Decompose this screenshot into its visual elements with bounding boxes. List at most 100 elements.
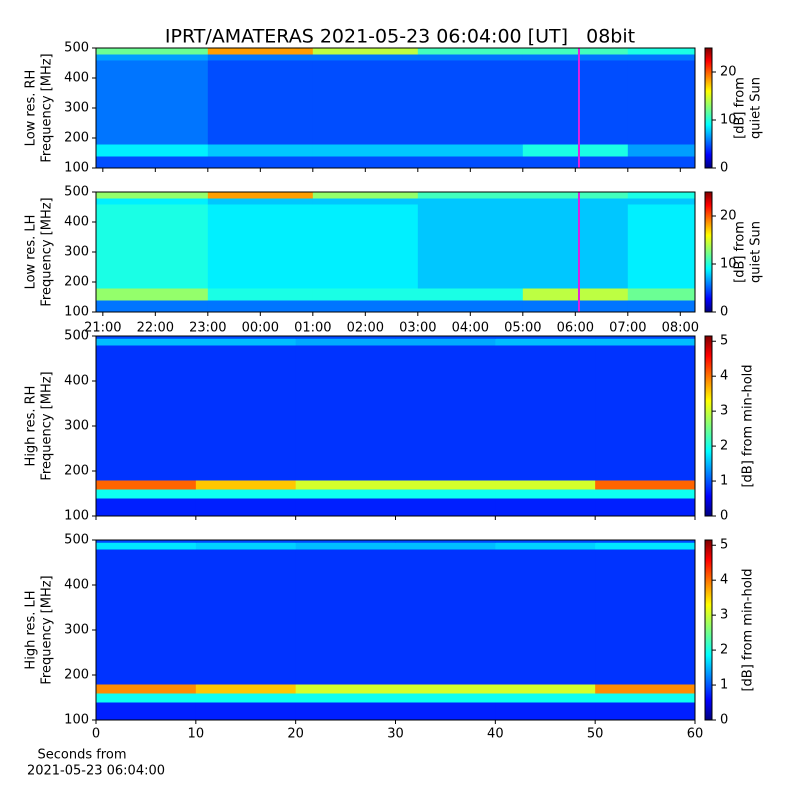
heatmap-cell — [207, 300, 314, 313]
heatmap-cell — [96, 702, 197, 721]
colorbar-tick-label: 3 — [720, 404, 728, 419]
y-axis-label: Frequency [MHz] — [40, 197, 55, 306]
colorbar-label: quiet Sun — [749, 221, 764, 283]
heatmap-cell — [417, 300, 524, 313]
y-tick-label: 100 — [64, 713, 89, 728]
heatmap-cell — [627, 192, 696, 199]
y-tick-label: 100 — [64, 509, 89, 524]
heatmap-cell — [595, 345, 696, 481]
heatmap-cell — [312, 156, 419, 169]
heatmap-cell — [417, 204, 524, 289]
heatmap-cell — [312, 204, 419, 289]
heatmap-cell — [96, 480, 197, 490]
y-axis-label: Frequency [MHz] — [40, 371, 55, 480]
heatmap-cell — [522, 144, 629, 157]
x-tick-label: 22:00 — [137, 321, 174, 336]
heatmap-cell — [417, 60, 524, 145]
colorbar-tick-label: 0 — [720, 305, 728, 320]
heatmap-cell — [495, 702, 596, 721]
colorbar-tick-label: 3 — [720, 608, 728, 623]
heatmap-cell — [627, 144, 696, 157]
colorbar-tick-label: 0 — [720, 509, 728, 524]
heatmap-cell — [96, 542, 197, 550]
heatmap-cell — [312, 300, 419, 313]
heatmap-cell — [295, 336, 396, 339]
y-axis-label: Low res. RH — [24, 70, 39, 147]
x-tick-label: 21:00 — [84, 321, 121, 336]
heatmap-cell — [195, 498, 297, 517]
colorbar-tick-label: 4 — [720, 369, 728, 384]
x-tick-label: 00:00 — [242, 321, 279, 336]
y-tick-label: 300 — [64, 419, 89, 434]
heatmap-cell — [295, 702, 396, 721]
heatmap-cell — [312, 144, 419, 157]
y-axis-label: Frequency [MHz] — [40, 53, 55, 162]
x-tick-label: 20 — [287, 727, 304, 742]
heatmap-cell — [417, 48, 524, 55]
heatmap-cell — [595, 702, 696, 721]
heatmap-cell — [295, 549, 396, 685]
colorbar-tick-label: 10 — [720, 257, 737, 272]
heatmap-cell — [207, 48, 314, 55]
heatmap-cell — [207, 60, 314, 145]
y-axis-label: Frequency [MHz] — [40, 575, 55, 684]
y-tick-label: 400 — [64, 71, 89, 86]
y-tick-label: 300 — [64, 623, 89, 638]
heatmap-cell — [595, 336, 696, 339]
colorbar-tick-label: 0 — [720, 713, 728, 728]
heatmap-cell — [96, 48, 209, 55]
heatmap-cell — [195, 684, 297, 694]
heatmap-cell — [96, 192, 209, 199]
x-tick-label: 07:00 — [609, 321, 646, 336]
heatmap-cell — [495, 336, 596, 339]
heatmap-cell — [522, 60, 629, 145]
heatmap-cell — [195, 542, 297, 550]
x-axis-label: Seconds from — [37, 748, 126, 763]
y-tick-label: 200 — [64, 275, 89, 290]
y-tick-label: 500 — [64, 41, 89, 56]
heatmap-cell — [495, 542, 596, 550]
colorbar-tick-label: 0 — [720, 161, 728, 176]
y-tick-label: 500 — [64, 329, 89, 344]
heatmap-cell — [295, 489, 396, 499]
x-tick-label: 0 — [92, 727, 100, 742]
heatmap-cell — [96, 300, 209, 313]
heatmap-cell — [627, 54, 696, 61]
heatmap-cell — [207, 192, 314, 199]
heatmap-cell — [295, 498, 396, 517]
heatmap-cell — [522, 204, 629, 289]
colorbar-tick-label: 1 — [720, 474, 728, 489]
heatmap-cell — [207, 288, 314, 301]
heatmap-cell — [96, 156, 209, 169]
heatmap-cell — [595, 480, 696, 490]
heatmap-cell — [395, 345, 496, 481]
x-tick-label: 02:00 — [347, 321, 384, 336]
y-tick-label: 200 — [64, 668, 89, 683]
y-tick-label: 400 — [64, 374, 89, 389]
colorbar — [704, 47, 713, 169]
heatmap-cell — [312, 288, 419, 301]
heatmap-cell — [96, 144, 209, 157]
colorbar-tick-label: 4 — [720, 573, 728, 588]
heatmap-cell — [207, 198, 314, 205]
heatmap-cell — [312, 60, 419, 145]
colorbar-tick-label: 20 — [720, 209, 737, 224]
heatmap-cell — [395, 338, 496, 346]
y-tick-label: 300 — [64, 101, 89, 116]
colorbar-tick-label: 1 — [720, 678, 728, 693]
heatmap-cell — [595, 549, 696, 685]
heatmap-cell — [96, 345, 197, 481]
x-axis-label: 2021-05-23 06:04:00 — [27, 764, 165, 779]
heatmap-cell — [295, 480, 396, 490]
heatmap-cell — [207, 144, 314, 157]
heatmap-cell — [522, 300, 629, 313]
heatmap-cell — [627, 60, 696, 145]
y-tick-label: 500 — [64, 185, 89, 200]
colorbar-tick-label: 10 — [720, 113, 737, 128]
heatmap-cell — [395, 702, 496, 721]
heatmap-cell — [522, 288, 629, 301]
y-tick-label: 100 — [64, 305, 89, 320]
heatmap-cell — [395, 336, 496, 339]
heatmap-cell — [627, 204, 696, 289]
